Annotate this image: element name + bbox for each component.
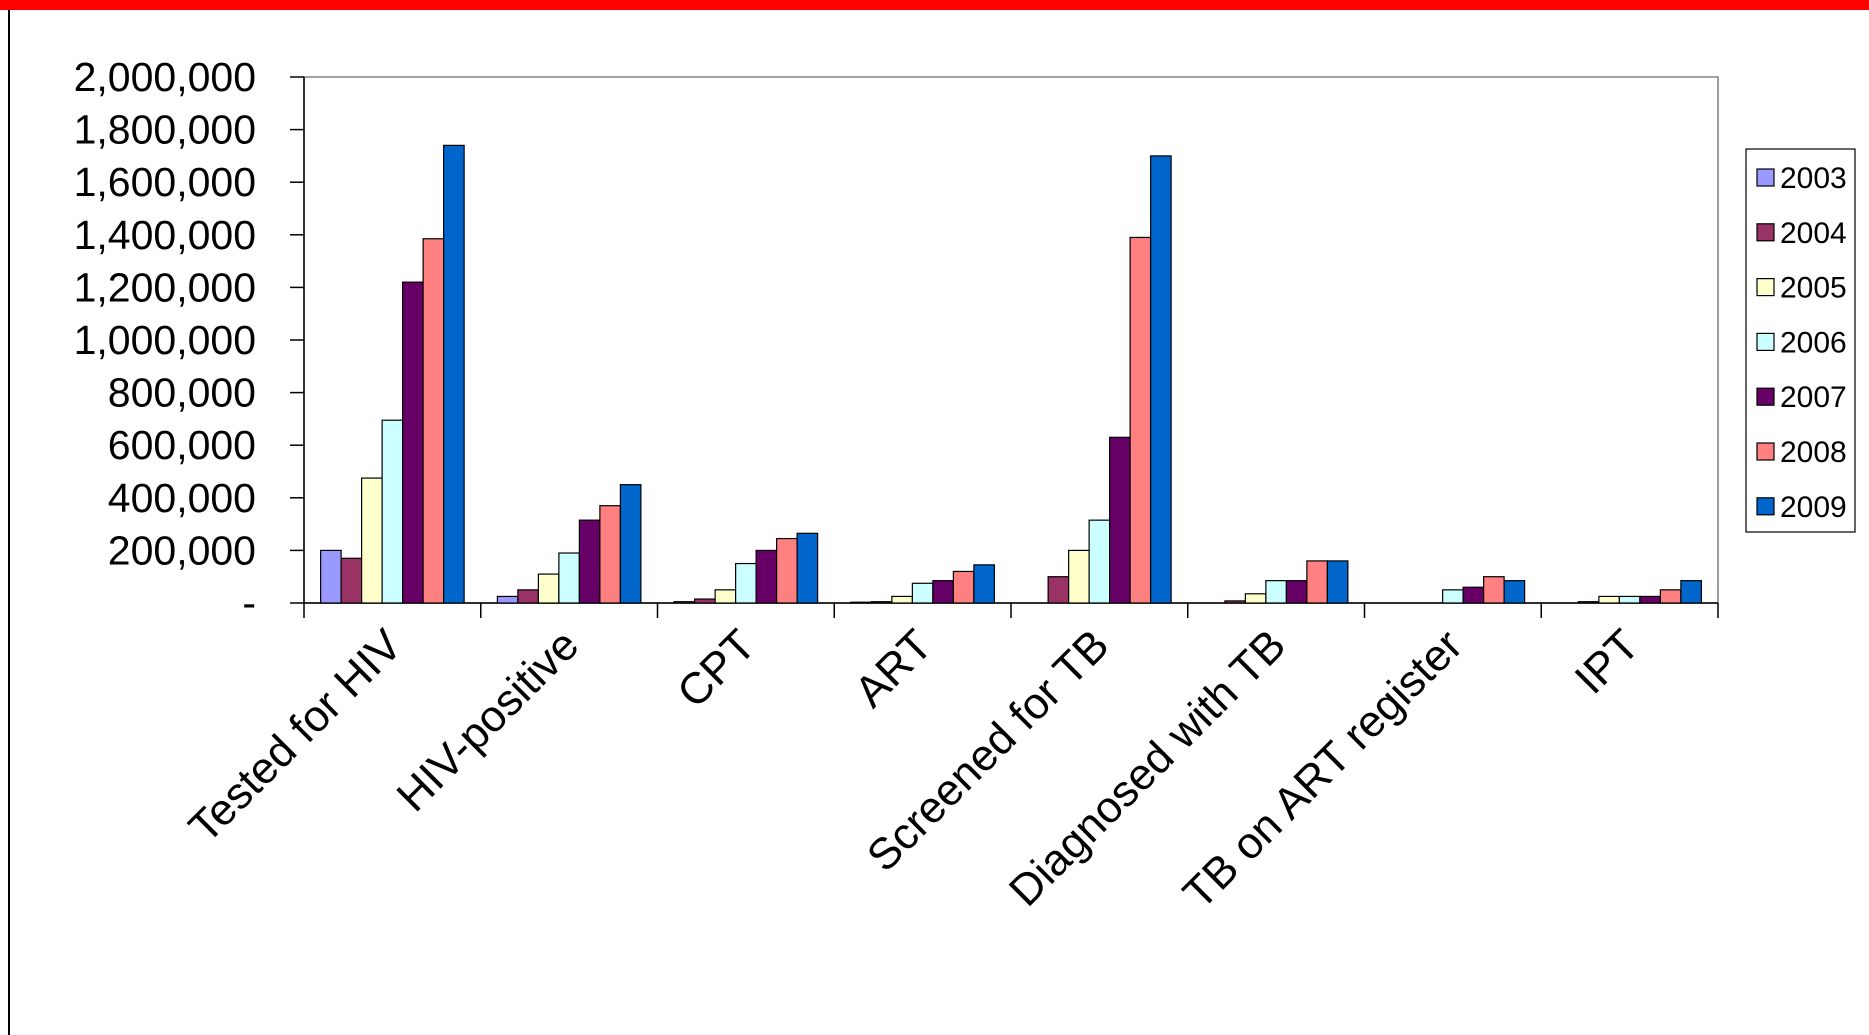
legend-label-2008: 2008 bbox=[1780, 436, 1847, 469]
legend-swatch-2008 bbox=[1756, 442, 1775, 461]
plot-border bbox=[303, 76, 1719, 604]
bar-2005-7 bbox=[1598, 595, 1620, 604]
y-tick-label: 200,000 bbox=[108, 527, 256, 573]
x-tick-label: HIV-positive bbox=[388, 620, 589, 821]
y-tick-label: 1,600,000 bbox=[74, 159, 256, 205]
bar-2005-3 bbox=[891, 595, 913, 604]
bar-2007-2 bbox=[755, 549, 778, 604]
bar-2008-6 bbox=[1483, 576, 1505, 604]
bar-2006-4 bbox=[1088, 519, 1111, 604]
bar-2009-6 bbox=[1503, 580, 1526, 604]
x-tick-label: CPT bbox=[668, 620, 765, 717]
legend-swatch-2009 bbox=[1756, 497, 1775, 516]
legend-label-2004: 2004 bbox=[1780, 217, 1847, 250]
bar-2009-5 bbox=[1326, 560, 1349, 604]
bar-2009-7 bbox=[1680, 580, 1702, 604]
legend-swatch-2007 bbox=[1756, 387, 1775, 406]
bar-2009-4 bbox=[1150, 155, 1172, 604]
y-tick-label: 600,000 bbox=[108, 422, 256, 468]
y-tick-label: 1,400,000 bbox=[74, 212, 256, 258]
bar-2008-3 bbox=[952, 570, 975, 604]
y-tick-label: 2,000,000 bbox=[74, 54, 256, 100]
bar-2006-6 bbox=[1442, 589, 1464, 604]
legend-swatch-2005 bbox=[1756, 278, 1775, 297]
bar-2005-1 bbox=[537, 573, 560, 604]
bar-2008-0 bbox=[422, 238, 445, 604]
legend-label-2006: 2006 bbox=[1780, 326, 1847, 359]
bar-2003-0 bbox=[320, 549, 342, 604]
bar-2004-7 bbox=[1577, 601, 1600, 604]
x-tick-label: Tested for HIV bbox=[180, 620, 412, 852]
x-tick-label: IPT bbox=[1566, 620, 1649, 703]
legend-swatch-2004 bbox=[1756, 223, 1775, 242]
bar-2004-0 bbox=[340, 557, 363, 604]
y-tick-label: 400,000 bbox=[108, 475, 256, 521]
bar-2007-6 bbox=[1462, 586, 1485, 604]
legend: 2003 2004 2005 2006 2007 2008 2009 bbox=[1745, 148, 1856, 533]
y-axis: - 200,000 400,000 600,000 800,000 1,000,000 1,… bbox=[74, 54, 305, 626]
bar-2004-5 bbox=[1224, 600, 1246, 604]
bar-2007-3 bbox=[932, 580, 954, 604]
bar-2008-5 bbox=[1306, 560, 1328, 604]
bar-2007-5 bbox=[1285, 580, 1308, 604]
bar-2003-3 bbox=[850, 601, 872, 604]
bar-2009-1 bbox=[619, 484, 642, 604]
y-tick-label: 800,000 bbox=[108, 370, 256, 416]
bar-2007-7 bbox=[1639, 595, 1661, 604]
plot-area bbox=[303, 76, 1719, 604]
bar-2004-4 bbox=[1047, 576, 1070, 604]
y-tick-label: 1,800,000 bbox=[74, 107, 256, 153]
bar-2007-1 bbox=[578, 519, 601, 604]
bar-2006-3 bbox=[911, 582, 934, 604]
bar-2005-2 bbox=[714, 589, 737, 604]
bar-2007-0 bbox=[402, 281, 424, 604]
y-tick-label: - bbox=[242, 580, 256, 626]
legend-label-2005: 2005 bbox=[1780, 272, 1847, 305]
bar-2003-1 bbox=[496, 595, 519, 604]
bar-2006-7 bbox=[1618, 595, 1641, 604]
bar-2003-2 bbox=[673, 601, 696, 604]
legend-label-2007: 2007 bbox=[1780, 381, 1847, 414]
bar-2004-2 bbox=[694, 598, 716, 604]
y-tick-label: 1,200,000 bbox=[74, 264, 256, 310]
bar-2009-3 bbox=[973, 564, 995, 604]
bar-2006-0 bbox=[381, 419, 404, 604]
bar-2008-1 bbox=[599, 505, 621, 604]
chart-frame-border bbox=[8, 10, 1869, 1035]
bar-2004-3 bbox=[870, 601, 893, 604]
bar-2005-0 bbox=[361, 477, 383, 604]
legend-swatch-2006 bbox=[1756, 332, 1775, 351]
y-tick-label: 1,000,000 bbox=[74, 317, 256, 363]
bar-2005-4 bbox=[1068, 549, 1090, 604]
bar-2005-5 bbox=[1244, 593, 1267, 604]
bar-2004-1 bbox=[517, 589, 539, 604]
bar-2006-1 bbox=[558, 552, 580, 604]
legend-label-2009: 2009 bbox=[1780, 491, 1847, 524]
bars bbox=[320, 144, 1702, 604]
legend-swatch-2003 bbox=[1756, 168, 1775, 187]
bar-2008-2 bbox=[776, 537, 798, 604]
bar-2006-2 bbox=[735, 562, 757, 604]
bar-2008-7 bbox=[1659, 589, 1682, 604]
bar-2006-5 bbox=[1265, 580, 1287, 604]
bar-2008-4 bbox=[1129, 236, 1152, 604]
x-tick-label: ART bbox=[845, 620, 941, 716]
bar-2009-0 bbox=[443, 144, 465, 604]
bar-2009-2 bbox=[796, 532, 819, 604]
bar-2007-4 bbox=[1109, 436, 1131, 604]
legend-label-2003: 2003 bbox=[1780, 162, 1847, 195]
